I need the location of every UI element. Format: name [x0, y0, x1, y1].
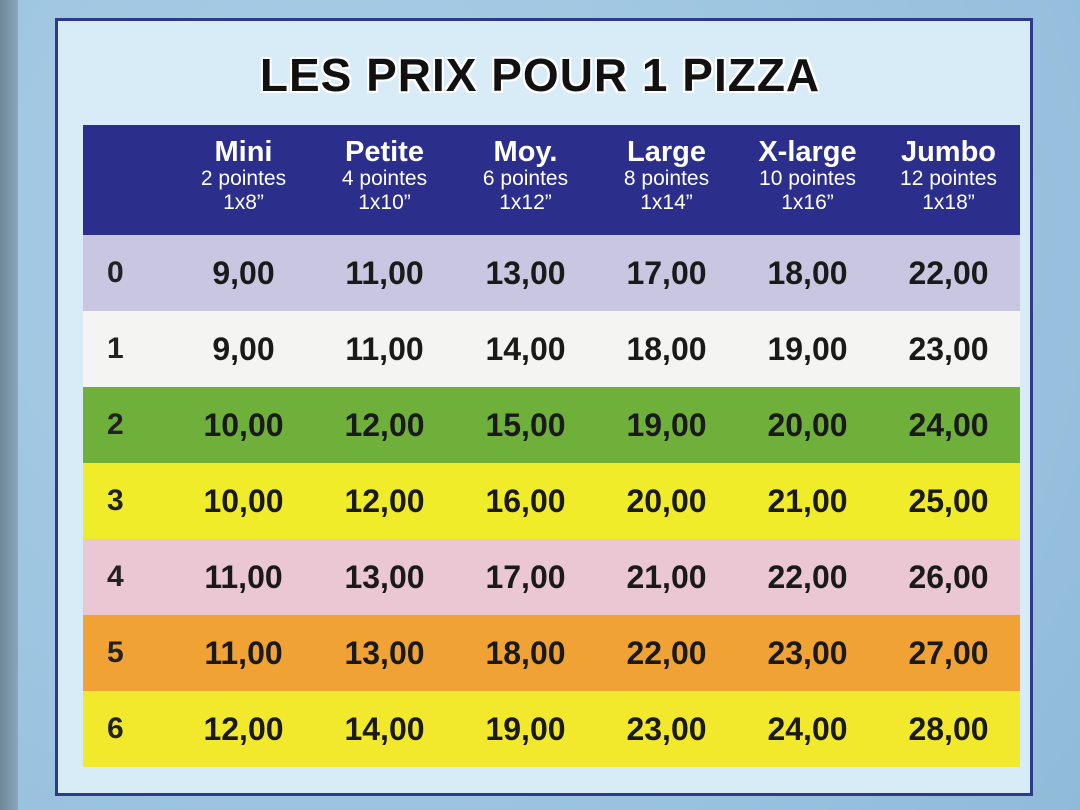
price-cell: 15,00 [485, 406, 566, 443]
price-cell: 12,00 [344, 482, 425, 519]
price-cell: 14,00 [485, 330, 566, 367]
column-slices: 6 pointes [482, 167, 569, 190]
column-header-moy: Moy. 6 pointes 1x12” [455, 125, 596, 235]
price-cell: 14,00 [344, 710, 425, 747]
table-row: 5 11,00 13,00 18,00 22,00 23,00 27,00 [83, 615, 1020, 691]
price-cell: 28,00 [908, 710, 989, 747]
column-header-petite: Petite 4 pointes 1x10” [314, 125, 455, 235]
price-cell: 10,00 [203, 482, 284, 519]
column-header-jumbo: Jumbo 12 pointes 1x18” [878, 125, 1019, 235]
price-cell: 27,00 [908, 634, 989, 671]
price-cell: 11,00 [204, 558, 283, 595]
price-cell: 22,00 [767, 558, 848, 595]
row-label: 1 [107, 332, 124, 365]
page-title: LES PRIX POUR 1 PIZZA [259, 49, 821, 101]
column-size: 1x8” [223, 191, 264, 214]
price-cell: 24,00 [767, 710, 848, 747]
column-slices: 4 pointes [341, 167, 428, 190]
price-cell: 23,00 [626, 710, 707, 747]
price-cell: 20,00 [626, 482, 707, 519]
column-slices: 8 pointes [623, 167, 710, 190]
price-cell: 19,00 [767, 330, 848, 367]
column-slices: 12 pointes [900, 167, 997, 190]
table-row: 3 10,00 12,00 16,00 20,00 21,00 25,00 [83, 463, 1020, 539]
price-cell: 11,00 [204, 634, 283, 671]
price-cell: 13,00 [485, 254, 566, 291]
column-slices: 2 pointes [200, 167, 287, 190]
price-cell: 19,00 [485, 710, 566, 747]
price-cell: 17,00 [626, 254, 707, 291]
price-cell: 16,00 [485, 482, 566, 519]
price-cell: 19,00 [626, 406, 707, 443]
price-cell: 23,00 [908, 330, 989, 367]
price-cell: 21,00 [767, 482, 848, 519]
row-label: 4 [107, 560, 124, 593]
price-cell: 18,00 [767, 254, 848, 291]
row-label: 6 [107, 712, 124, 745]
price-cell: 18,00 [626, 330, 707, 367]
column-header-mini: Mini 2 pointes 1x8” [173, 125, 314, 235]
row-label: 2 [107, 408, 124, 441]
price-cell: 11,00 [345, 254, 424, 291]
column-name: Mini [214, 136, 273, 168]
row-label: 5 [107, 636, 124, 669]
price-cell: 9,00 [212, 330, 275, 367]
column-size: 1x10” [358, 191, 411, 214]
table-header: Mini 2 pointes 1x8” Petite 4 pointes 1x1… [83, 125, 1020, 235]
price-cell: 12,00 [344, 406, 425, 443]
price-cell: 26,00 [908, 558, 989, 595]
column-size: 1x12” [499, 191, 552, 214]
price-cell: 11,00 [345, 330, 424, 367]
column-size: 1x18” [922, 191, 975, 214]
price-cell: 20,00 [767, 406, 848, 443]
row-label: 3 [107, 484, 124, 517]
price-cell: 23,00 [767, 634, 848, 671]
price-cell: 10,00 [203, 406, 284, 443]
row-label: 0 [107, 256, 124, 289]
price-cell: 17,00 [485, 558, 566, 595]
price-cell: 9,00 [212, 254, 275, 291]
price-cell: 24,00 [908, 406, 989, 443]
price-cell: 13,00 [344, 558, 425, 595]
table-row: 2 10,00 12,00 15,00 19,00 20,00 24,00 [83, 387, 1020, 463]
table-row: 1 9,00 11,00 14,00 18,00 19,00 23,00 [83, 311, 1020, 387]
price-cell: 13,00 [344, 634, 425, 671]
column-header-xlarge: X-large 10 pointes 1x16” [737, 125, 878, 235]
column-name: Moy. [493, 136, 558, 168]
column-header-large: Large 8 pointes 1x14” [596, 125, 737, 235]
price-cell: 12,00 [203, 710, 284, 747]
header-corner [83, 125, 173, 235]
table-row: 4 11,00 13,00 17,00 21,00 22,00 26,00 [83, 539, 1020, 615]
column-name: Petite [345, 136, 424, 168]
column-name: Jumbo [900, 136, 997, 168]
column-size: 1x16” [781, 191, 834, 214]
price-cell: 18,00 [485, 634, 566, 671]
price-cell: 21,00 [626, 558, 707, 595]
column-slices: 10 pointes [759, 167, 856, 190]
price-cell: 25,00 [908, 482, 989, 519]
column-name: X-large [758, 136, 857, 168]
table-row: 6 12,00 14,00 19,00 23,00 24,00 28,00 [83, 691, 1020, 767]
column-name: Large [627, 136, 706, 168]
column-size: 1x14” [640, 191, 693, 214]
background-edge [0, 0, 18, 810]
table-row: 0 9,00 11,00 13,00 17,00 18,00 22,00 [83, 235, 1020, 311]
price-table: Mini 2 pointes 1x8” Petite 4 pointes 1x1… [83, 125, 1020, 767]
price-cell: 22,00 [626, 634, 707, 671]
price-cell: 22,00 [908, 254, 989, 291]
